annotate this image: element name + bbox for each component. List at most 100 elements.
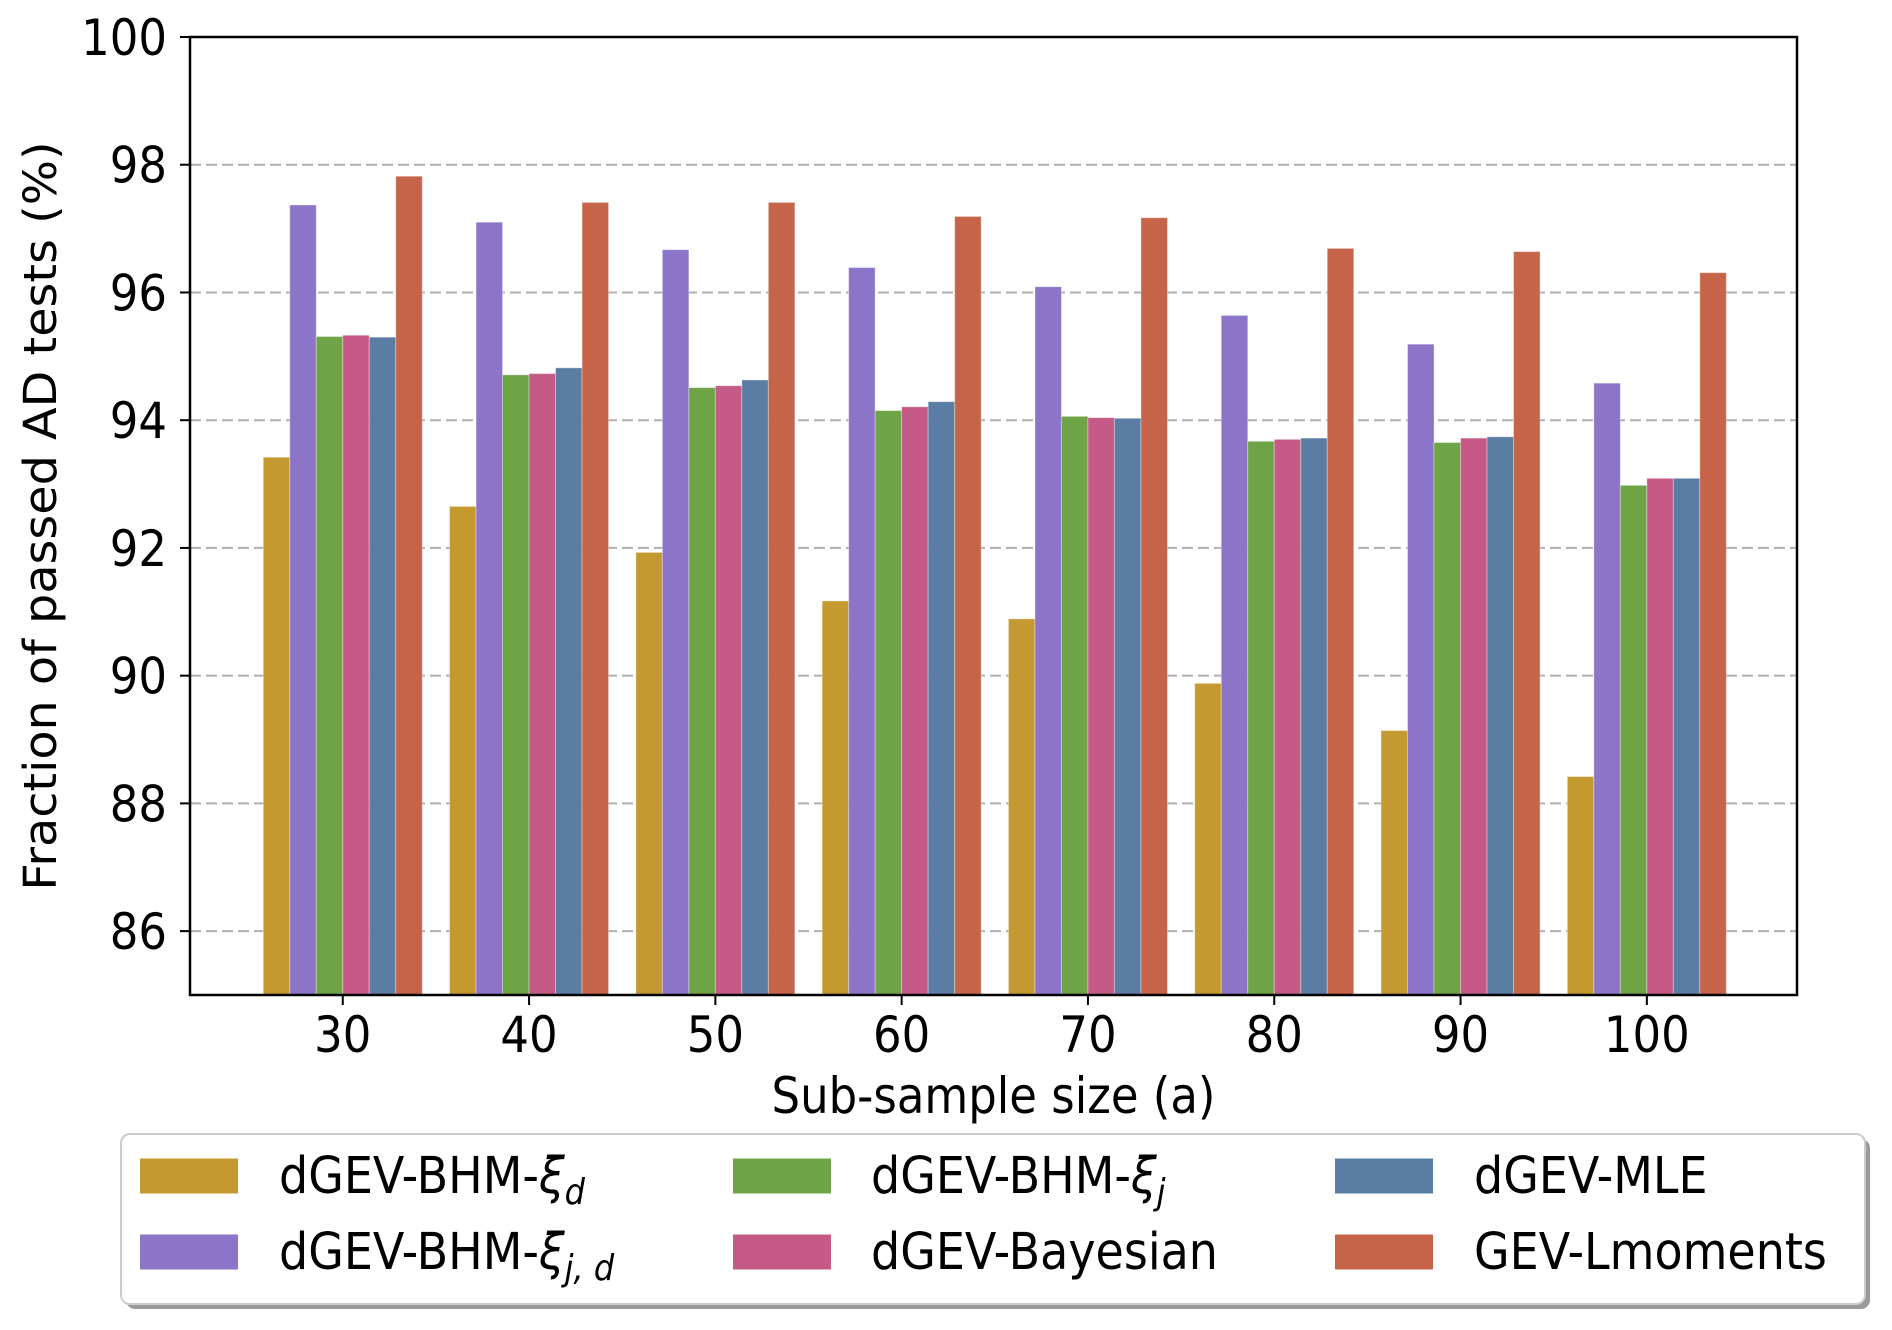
legend-label-symbol: ξ xyxy=(1130,1147,1158,1206)
bar xyxy=(315,336,344,996)
bar xyxy=(1460,437,1488,996)
y-tick-label: 92 xyxy=(110,521,167,579)
legend-swatch xyxy=(140,1234,238,1270)
x-tick-label: 90 xyxy=(1432,1007,1489,1065)
bar xyxy=(1034,286,1062,996)
legend-label: dGEV-Bayesian xyxy=(871,1223,1218,1282)
bar xyxy=(714,385,743,996)
bar xyxy=(874,410,903,996)
bar xyxy=(901,406,929,996)
bar xyxy=(395,175,423,996)
bar xyxy=(368,336,397,996)
bar xyxy=(449,505,477,996)
y-axis-ticks: 86 88 90 92 94 96 98 100 xyxy=(81,10,190,962)
bar xyxy=(475,221,504,996)
bar xyxy=(528,373,557,996)
legend-label-subscript: d xyxy=(565,1172,586,1213)
legend-label-text: dGEV-BHM- xyxy=(279,1147,539,1206)
bar xyxy=(1407,343,1435,996)
bar xyxy=(342,334,370,996)
bar xyxy=(1486,436,1515,996)
bar xyxy=(767,201,796,996)
y-tick-label: 100 xyxy=(81,10,167,68)
bar xyxy=(661,249,690,996)
bar xyxy=(1247,440,1275,996)
bar xyxy=(1007,618,1036,996)
x-axis-label: Sub-sample size (a) xyxy=(772,1068,1216,1126)
legend-label-text: dGEV-Bayesian xyxy=(871,1223,1218,1282)
legend-label: dGEV-BHM-ξd xyxy=(279,1147,586,1212)
legend-item: dGEV-Bayesian xyxy=(733,1223,1218,1282)
x-tick-label: 40 xyxy=(500,1007,557,1065)
bar xyxy=(1087,417,1115,996)
bar xyxy=(1194,682,1222,996)
legend-label: dGEV-BHM-ξj, d xyxy=(279,1223,615,1288)
bar xyxy=(927,401,956,996)
y-tick-label: 96 xyxy=(110,265,167,323)
y-tick-label: 98 xyxy=(110,138,167,196)
y-tick-label: 90 xyxy=(110,649,167,707)
legend-label-text: dGEV-BHM- xyxy=(871,1147,1131,1206)
x-tick-label: 100 xyxy=(1604,1007,1690,1065)
bar xyxy=(502,374,530,996)
x-tick-label: 30 xyxy=(314,1007,371,1065)
bar xyxy=(1113,417,1142,996)
x-tick-label: 50 xyxy=(687,1007,744,1065)
legend-label-symbol: ξ xyxy=(538,1147,566,1206)
bar xyxy=(1060,415,1089,996)
bar xyxy=(954,215,982,996)
bar xyxy=(555,367,583,996)
bar xyxy=(741,379,769,996)
legend-label-symbol: ξ xyxy=(538,1223,566,1282)
bar xyxy=(581,201,610,996)
legend-item: dGEV-BHM-ξj, d xyxy=(140,1223,615,1288)
bar xyxy=(1273,438,1302,996)
y-axis-label: Fraction of passed AD tests (%) xyxy=(14,141,66,890)
legend-item: dGEV-BHM-ξd xyxy=(140,1147,586,1212)
bar xyxy=(1326,247,1355,996)
bar xyxy=(848,267,876,996)
legend-swatch xyxy=(733,1234,831,1270)
bar xyxy=(1672,477,1701,996)
legend-item: dGEV-MLE xyxy=(1335,1147,1708,1206)
legend-label: dGEV-MLE xyxy=(1474,1147,1708,1206)
legend-label: GEV-Lmoments xyxy=(1474,1223,1827,1282)
bar xyxy=(1380,730,1409,996)
bars xyxy=(262,175,1727,996)
bar xyxy=(262,456,291,996)
legend-item: dGEV-BHM-ξj xyxy=(733,1147,1166,1212)
legend-swatch xyxy=(733,1158,831,1194)
legend-label: dGEV-BHM-ξj xyxy=(871,1147,1166,1212)
y-tick-label: 88 xyxy=(110,776,167,834)
legend-swatch xyxy=(1335,1158,1433,1194)
legend-swatch xyxy=(140,1158,238,1194)
bar xyxy=(1566,776,1595,996)
bar xyxy=(1140,217,1168,996)
bar xyxy=(1646,477,1674,996)
plot-frame xyxy=(188,35,1799,997)
bar-series-1 xyxy=(289,204,1621,996)
legend-label-text: dGEV-MLE xyxy=(1474,1147,1708,1206)
legend-label-text: GEV-Lmoments xyxy=(1474,1223,1827,1282)
bar xyxy=(1220,314,1249,996)
bar xyxy=(1619,484,1648,996)
x-tick-label: 80 xyxy=(1246,1007,1303,1065)
legend-label-subscript: j xyxy=(1153,1172,1166,1213)
legend-label-text: dGEV-BHM- xyxy=(279,1223,539,1282)
x-tick-label: 60 xyxy=(873,1007,930,1065)
bar-series-3 xyxy=(342,334,1674,996)
x-axis-ticks: 30 40 50 60 70 80 90 100 xyxy=(314,995,1690,1065)
x-tick-label: 70 xyxy=(1059,1007,1116,1065)
bar xyxy=(1300,437,1328,996)
y-tick-label: 86 xyxy=(110,904,167,962)
y-tick-label: 94 xyxy=(110,393,167,451)
bar xyxy=(1593,382,1621,996)
bar xyxy=(688,387,716,996)
bar xyxy=(1513,251,1541,996)
bar xyxy=(635,551,663,996)
bar-series-5 xyxy=(395,175,1727,996)
bar xyxy=(289,204,317,996)
